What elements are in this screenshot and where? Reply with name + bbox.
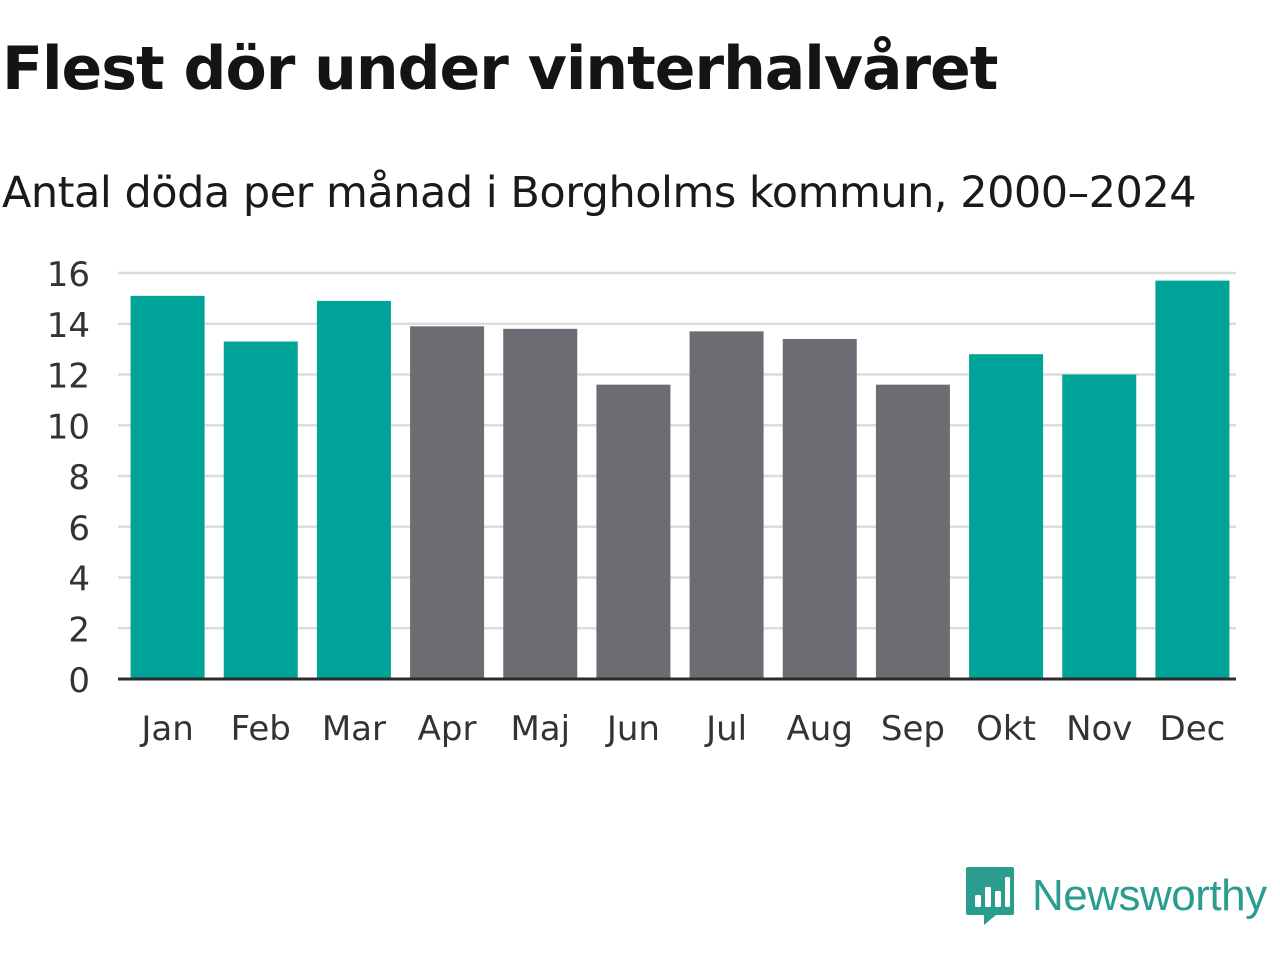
newsworthy-logo-text: Newsworthy	[1032, 871, 1267, 920]
bar-feb	[223, 341, 298, 679]
y-tick-label-14: 14	[47, 306, 90, 346]
x-tick-label-nov: Nov	[1066, 709, 1132, 749]
bar-nov	[1062, 374, 1137, 679]
y-tick-label-8: 8	[68, 458, 90, 498]
x-tick-label-dec: Dec	[1160, 709, 1226, 749]
x-tick-label-jan: Jan	[139, 709, 193, 749]
x-tick-label-jul: Jul	[704, 709, 747, 749]
y-tick-label-4: 4	[68, 560, 90, 600]
x-tick-label-feb: Feb	[231, 709, 291, 749]
gridlines	[118, 271, 1236, 630]
bar-dec	[1155, 280, 1230, 679]
y-tick-label-0: 0	[68, 661, 90, 701]
bar-aug	[782, 338, 857, 679]
bar-jan	[130, 295, 205, 679]
bar-mar	[316, 300, 391, 679]
bar-jun	[596, 384, 671, 679]
y-tick-label-16: 16	[47, 255, 90, 295]
x-tick-label-mar: Mar	[322, 709, 386, 749]
bars	[130, 280, 1230, 679]
x-tick-label-apr: Apr	[418, 709, 477, 749]
x-tick-label-maj: Maj	[510, 709, 570, 749]
bar-apr	[410, 326, 485, 679]
bar-jul	[689, 331, 764, 679]
y-tick-label-2: 2	[68, 610, 90, 650]
newsworthy-logo-icon	[966, 867, 1014, 925]
bar-sep	[875, 384, 950, 679]
axes: 0 2 4 6 8 10 12 14 16 Jan Feb Mar Apr Maj Jun Jul Aug Sep…	[47, 255, 1236, 749]
x-tick-label-aug: Aug	[787, 709, 853, 749]
y-tick-label-12: 12	[47, 357, 90, 397]
bar-okt	[969, 354, 1044, 679]
chart-subtitle: Antal döda per månad i Borgholms kommun,…	[2, 168, 1197, 218]
x-tick-label-okt: Okt	[976, 709, 1036, 749]
y-tick-label-6: 6	[68, 509, 90, 549]
chart-title: Flest dör under vinterhalvåret	[2, 34, 998, 104]
x-tick-label-sep: Sep	[881, 709, 945, 749]
x-tick-label-jun: Jun	[605, 709, 660, 749]
newsworthy-logo: Newsworthy	[964, 864, 1267, 928]
y-tick-label-10: 10	[47, 407, 90, 447]
bar-maj	[503, 328, 578, 679]
